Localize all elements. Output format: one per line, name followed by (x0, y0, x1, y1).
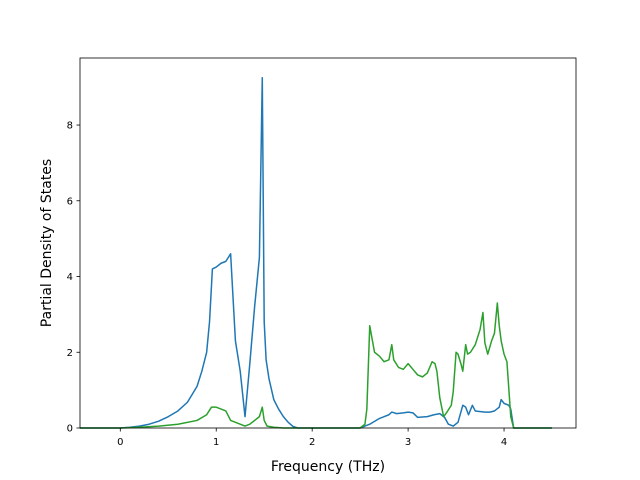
x-tick-label: 1 (213, 437, 219, 448)
x-axis-label: Frequency (THz) (271, 459, 385, 475)
series-line-2 (80, 302, 553, 429)
y-tick-label: 0 (67, 424, 73, 435)
plot-area (80, 58, 576, 428)
y-axis-label: Partial Density of States (39, 159, 55, 327)
x-tick-label: 2 (309, 437, 315, 448)
y-tick-label: 2 (67, 348, 73, 359)
axes-frame (79, 57, 577, 429)
y-tick-label: 6 (67, 196, 73, 207)
ticks-layer: 0 1 2 3 4 0 2 4 6 8 (67, 121, 508, 448)
x-tick-label: 4 (501, 437, 507, 448)
x-tick-label: 3 (405, 437, 411, 448)
x-tick-label: 0 (117, 437, 123, 448)
y-tick-label: 4 (67, 272, 73, 283)
y-tick-label: 8 (67, 121, 73, 132)
